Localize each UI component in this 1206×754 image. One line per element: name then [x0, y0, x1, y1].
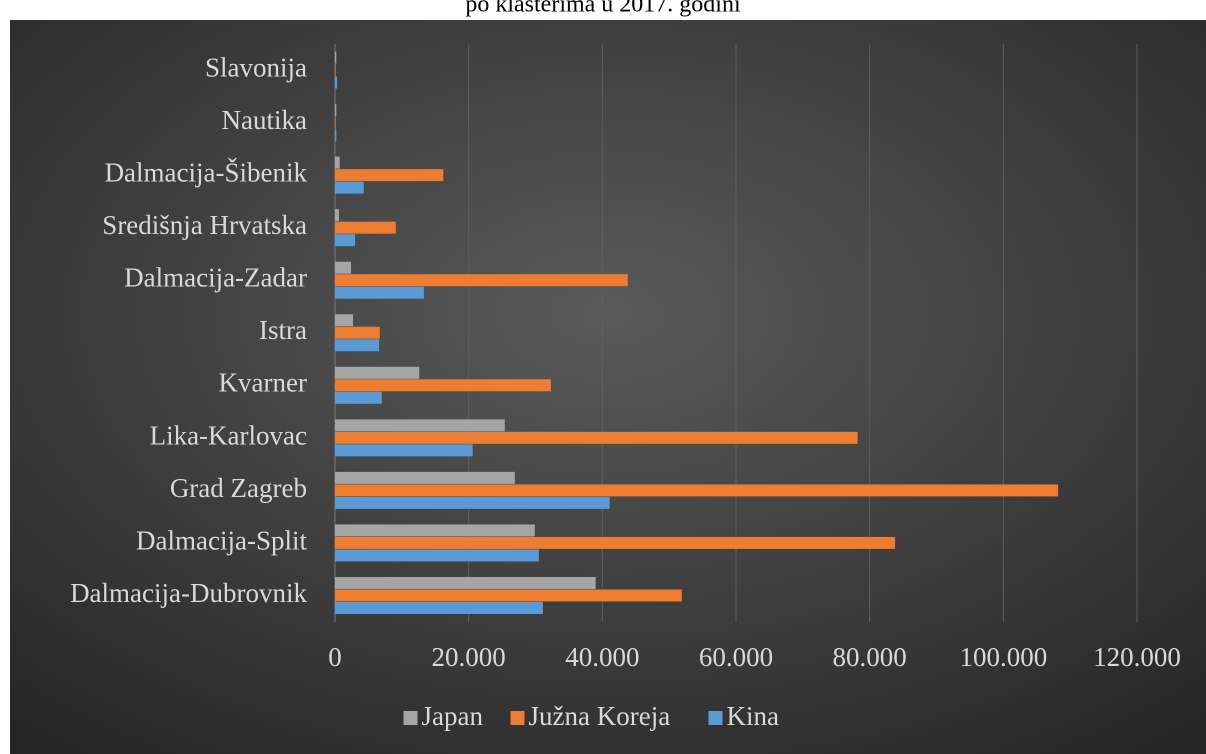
- bar: [335, 536, 896, 549]
- y-tick-label: Središnja Hrvatska: [102, 210, 307, 240]
- bar: [335, 524, 535, 537]
- chart-title: po klasterima u 2017. godini: [465, 0, 741, 18]
- bar: [335, 366, 420, 379]
- legend-swatch: [510, 711, 525, 725]
- y-tick-label: Dalmacija-Dubrovnik: [70, 578, 307, 608]
- legend-swatch: [403, 711, 418, 725]
- y-tick-label: Slavonija: [205, 52, 307, 82]
- x-tick-label: 40.000: [565, 642, 639, 672]
- bar: [335, 576, 596, 589]
- bar: [335, 549, 539, 562]
- y-tick-label: Istra: [259, 315, 307, 345]
- y-tick-label: Grad Zagreb: [170, 473, 307, 503]
- bar: [335, 314, 354, 327]
- x-tick-label: 100.000: [959, 642, 1047, 672]
- bar: [335, 116, 336, 129]
- bar: [335, 601, 543, 614]
- bar: [335, 286, 424, 299]
- bar: [335, 181, 364, 194]
- bar: [335, 431, 858, 444]
- chart-background: [10, 20, 1206, 754]
- x-tick-label: 60.000: [699, 642, 773, 672]
- y-tick-label: Lika-Karlovac: [150, 420, 307, 450]
- x-tick-label: 80.000: [833, 642, 907, 672]
- bar: [335, 379, 551, 392]
- y-tick-label: Dalmacija-Šibenik: [105, 158, 308, 188]
- bar: [335, 339, 380, 352]
- x-tick-label: 120.000: [1093, 642, 1181, 672]
- bar: [335, 496, 610, 509]
- bar: [335, 274, 628, 287]
- bar: [335, 221, 396, 234]
- bar: [335, 444, 473, 457]
- x-tick-label: 0: [328, 642, 342, 672]
- y-tick-label: Nautika: [222, 105, 307, 135]
- bar: [335, 234, 356, 247]
- x-tick-label: 20.000: [432, 642, 506, 672]
- bar: [335, 169, 444, 182]
- legend-label: Južna Koreja: [529, 701, 671, 731]
- legend-swatch: [708, 711, 723, 725]
- bar: [335, 129, 337, 142]
- bar: [335, 326, 380, 339]
- bar: [335, 51, 337, 64]
- bar: [335, 76, 338, 89]
- bar: [335, 64, 336, 77]
- bar: [335, 484, 1059, 497]
- y-tick-label: Dalmacija-Split: [136, 525, 307, 555]
- bar: [335, 104, 337, 117]
- bar: [335, 419, 505, 432]
- bar: [335, 261, 352, 274]
- y-tick-label: Dalmacija-Zadar: [124, 263, 307, 293]
- bar: [335, 209, 340, 222]
- legend-label: Kina: [727, 701, 780, 731]
- bar: [335, 391, 382, 404]
- bar: [335, 589, 682, 602]
- legend-label: Japan: [422, 701, 484, 731]
- bar: [335, 156, 340, 169]
- y-tick-label: Kvarner: [219, 368, 307, 398]
- bar: [335, 471, 515, 484]
